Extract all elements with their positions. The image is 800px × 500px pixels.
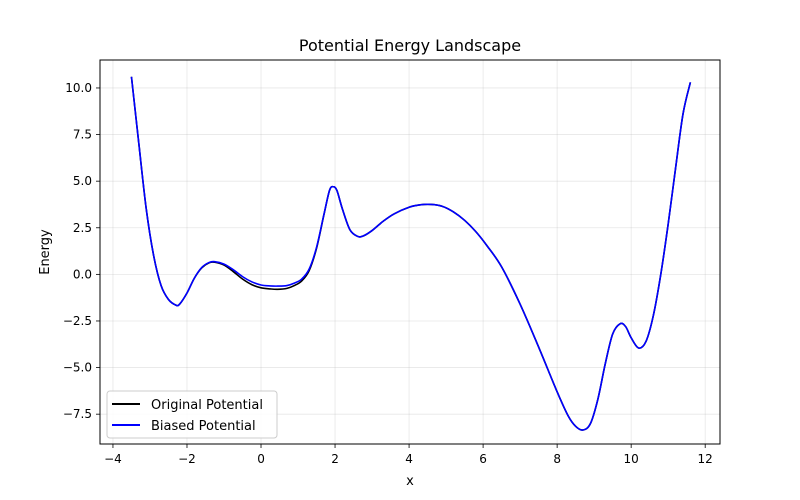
grid bbox=[100, 60, 720, 444]
series-line-biased bbox=[130, 76, 692, 431]
legend-label-biased: Biased Potential bbox=[151, 419, 256, 434]
legend-label-original: Original Potential bbox=[151, 398, 263, 413]
axis-ticks: −4 −2 0 2 4 6 8 10 12 −7.5 −5.0 −2.5 0.0 2.5 5.0 7.5 10.… bbox=[63, 81, 713, 466]
chart-title: Potential Energy Landscape bbox=[299, 36, 521, 55]
y-tick-label: −5.0 bbox=[63, 361, 92, 375]
y-axis-label: Energy bbox=[38, 229, 53, 275]
x-tick-label: −4 bbox=[104, 452, 122, 466]
y-tick-label: 2.5 bbox=[73, 221, 92, 235]
x-tick-label: −2 bbox=[178, 452, 196, 466]
x-tick-label: 2 bbox=[331, 452, 339, 466]
y-tick-label: 0.0 bbox=[73, 267, 92, 281]
x-tick-label: 4 bbox=[405, 452, 413, 466]
plot-frame bbox=[99, 59, 721, 445]
y-tick-label: 10.0 bbox=[65, 81, 92, 95]
y-tick-label: −7.5 bbox=[63, 407, 92, 421]
x-tick-label: 10 bbox=[624, 452, 639, 466]
x-tick-label: 8 bbox=[553, 452, 561, 466]
y-tick-label: 7.5 bbox=[73, 128, 92, 142]
x-axis-label: x bbox=[406, 474, 414, 489]
x-tick-label: 6 bbox=[479, 452, 487, 466]
legend-box bbox=[106, 390, 278, 439]
x-tick-label: 0 bbox=[257, 452, 265, 466]
y-tick-label: −2.5 bbox=[63, 314, 92, 328]
y-tick-label: 5.0 bbox=[73, 174, 92, 188]
legend: Original Potential Biased Potential bbox=[106, 390, 278, 439]
series-lines bbox=[130, 76, 692, 431]
x-tick-label: 12 bbox=[698, 452, 713, 466]
